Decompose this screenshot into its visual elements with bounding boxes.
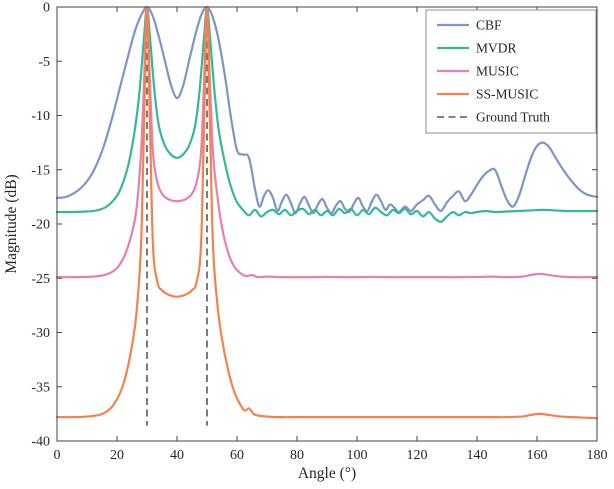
x-axis-label: Angle (°) bbox=[298, 465, 356, 482]
x-tick-label: 100 bbox=[347, 448, 368, 463]
legend-label: SS-MUSIC bbox=[476, 87, 538, 102]
legend: CBF MVDR MUSIC SS-MUSIC Ground Truth bbox=[425, 9, 597, 134]
y-tick-label: -40 bbox=[31, 435, 50, 450]
x-tick-label: 80 bbox=[290, 448, 304, 463]
series-cbf bbox=[56, 6, 598, 215]
y-tick-label: -35 bbox=[31, 380, 50, 395]
y-tick-label: -25 bbox=[31, 272, 50, 287]
y-tick-label: -20 bbox=[31, 218, 50, 233]
y-tick-label: 0 bbox=[43, 1, 50, 16]
y-axis-label: Magnitude (dB) bbox=[3, 174, 20, 273]
y-tick-label: -30 bbox=[31, 326, 50, 341]
legend-label: MVDR bbox=[476, 41, 517, 56]
ground-truth-lines bbox=[146, 7, 208, 426]
y-tick-label: -5 bbox=[38, 55, 50, 70]
x-tick-label: 180 bbox=[587, 448, 608, 463]
series-ss-music bbox=[56, 6, 598, 420]
x-tick-label: 40 bbox=[170, 448, 184, 463]
x-tick-label: 60 bbox=[230, 448, 244, 463]
legend-label: Ground Truth bbox=[476, 110, 550, 125]
x-tick-label: 120 bbox=[407, 448, 428, 463]
x-tick-label: 140 bbox=[467, 448, 488, 463]
legend-label: CBF bbox=[476, 18, 502, 33]
series-curves bbox=[56, 6, 598, 420]
x-tick-label: 160 bbox=[527, 448, 548, 463]
series-mvdr bbox=[56, 6, 598, 223]
y-tick-label: -10 bbox=[31, 109, 50, 124]
series-music bbox=[56, 6, 598, 279]
legend-label: MUSIC bbox=[476, 64, 519, 79]
y-tick-label: -15 bbox=[31, 163, 50, 178]
x-tick-label: 20 bbox=[110, 448, 124, 463]
x-tick-label: 0 bbox=[54, 448, 61, 463]
